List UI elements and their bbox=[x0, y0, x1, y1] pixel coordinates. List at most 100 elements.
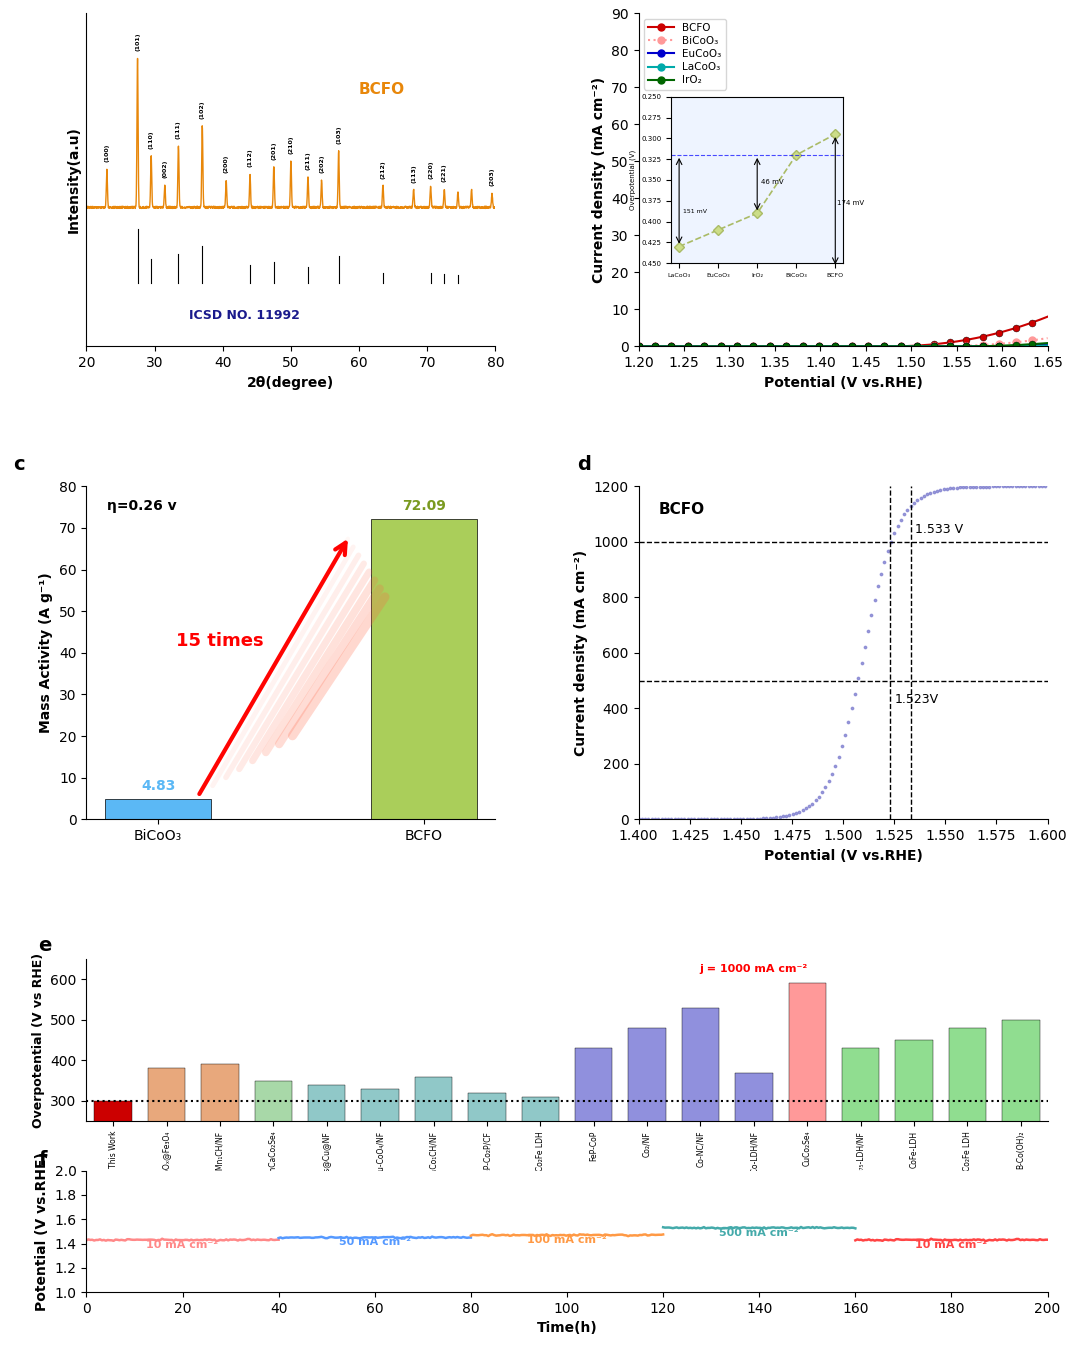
Point bbox=[994, 475, 1011, 497]
Text: (100): (100) bbox=[105, 144, 109, 162]
Point bbox=[882, 530, 900, 552]
Point bbox=[721, 809, 739, 830]
Bar bbox=[788, 984, 826, 1222]
Text: 4.83: 4.83 bbox=[140, 779, 175, 793]
Point bbox=[997, 475, 1014, 497]
Point bbox=[889, 516, 906, 537]
Bar bbox=[94, 1101, 132, 1222]
Point bbox=[1017, 475, 1035, 497]
Point bbox=[699, 809, 716, 830]
Point bbox=[1037, 475, 1054, 497]
Point bbox=[653, 809, 671, 830]
Point bbox=[810, 786, 827, 808]
Bar bbox=[255, 1081, 292, 1222]
Point bbox=[748, 808, 766, 829]
Text: (102): (102) bbox=[200, 100, 205, 118]
Point bbox=[873, 563, 890, 584]
Point bbox=[876, 551, 893, 572]
Point bbox=[731, 809, 748, 830]
Point bbox=[932, 479, 949, 501]
Bar bbox=[735, 1073, 772, 1222]
Point bbox=[915, 485, 932, 506]
Point bbox=[666, 809, 684, 830]
Point bbox=[712, 809, 729, 830]
Point bbox=[670, 809, 687, 830]
Text: e: e bbox=[39, 935, 52, 956]
FancyArrowPatch shape bbox=[279, 588, 380, 744]
Point bbox=[843, 697, 861, 719]
Point bbox=[765, 806, 782, 828]
Y-axis label: Intensity(a.u): Intensity(a.u) bbox=[67, 127, 81, 233]
Point bbox=[702, 809, 719, 830]
Point bbox=[761, 808, 779, 829]
Point bbox=[643, 809, 660, 830]
Y-axis label: Current density (mA cm⁻²): Current density (mA cm⁻²) bbox=[592, 77, 606, 283]
Point bbox=[981, 475, 998, 497]
Point bbox=[926, 481, 943, 502]
Point bbox=[752, 808, 769, 829]
Point bbox=[781, 805, 798, 826]
Point bbox=[951, 476, 969, 498]
Text: (221): (221) bbox=[442, 164, 447, 183]
Point bbox=[948, 476, 966, 498]
Point bbox=[692, 809, 710, 830]
Point bbox=[869, 576, 887, 598]
Text: (212): (212) bbox=[380, 160, 386, 179]
FancyArrowPatch shape bbox=[200, 542, 346, 794]
Bar bbox=[575, 1049, 612, 1222]
Point bbox=[847, 682, 864, 704]
Point bbox=[958, 476, 975, 498]
Point bbox=[768, 806, 785, 828]
Point bbox=[921, 482, 939, 503]
Text: (203): (203) bbox=[489, 168, 495, 186]
Point bbox=[728, 809, 745, 830]
Point bbox=[905, 491, 922, 513]
FancyArrowPatch shape bbox=[226, 556, 359, 778]
Y-axis label: Mass Activity (A g⁻¹): Mass Activity (A g⁻¹) bbox=[40, 572, 54, 734]
Bar bbox=[681, 1008, 719, 1222]
Point bbox=[820, 770, 837, 791]
Point bbox=[715, 809, 732, 830]
X-axis label: Potential (V vs.RHE): Potential (V vs.RHE) bbox=[764, 376, 922, 390]
Bar bbox=[105, 800, 212, 820]
Point bbox=[807, 790, 824, 812]
Text: (113): (113) bbox=[411, 164, 416, 183]
Bar bbox=[370, 520, 477, 820]
Point bbox=[745, 808, 762, 829]
Point bbox=[833, 736, 850, 758]
Point bbox=[633, 809, 650, 830]
X-axis label: 2θ(degree): 2θ(degree) bbox=[247, 376, 335, 390]
Bar bbox=[201, 1065, 239, 1222]
FancyArrowPatch shape bbox=[240, 564, 364, 769]
Text: 50 mA cm⁻²: 50 mA cm⁻² bbox=[339, 1237, 410, 1248]
Point bbox=[657, 809, 674, 830]
Bar bbox=[469, 1093, 505, 1222]
Point bbox=[961, 476, 978, 498]
Text: BCFO: BCFO bbox=[359, 82, 405, 97]
FancyArrowPatch shape bbox=[266, 580, 375, 752]
Point bbox=[1021, 475, 1038, 497]
Point bbox=[971, 476, 988, 498]
Point bbox=[892, 509, 909, 530]
Text: j = 1000 mA cm⁻²: j = 1000 mA cm⁻² bbox=[699, 964, 807, 975]
Point bbox=[778, 805, 795, 826]
Text: (112): (112) bbox=[247, 148, 253, 167]
Text: (110): (110) bbox=[149, 131, 153, 148]
Point bbox=[929, 481, 946, 502]
Text: 10 mA cm⁻²: 10 mA cm⁻² bbox=[147, 1240, 218, 1250]
Point bbox=[837, 724, 854, 746]
Point bbox=[689, 809, 706, 830]
Point bbox=[826, 755, 843, 777]
Text: ICSD NO. 11992: ICSD NO. 11992 bbox=[189, 310, 299, 323]
Point bbox=[886, 522, 903, 544]
Bar bbox=[148, 1069, 185, 1222]
Point bbox=[850, 668, 867, 689]
Point bbox=[791, 801, 808, 822]
Point bbox=[784, 804, 801, 825]
Bar bbox=[308, 1085, 346, 1222]
Point bbox=[708, 809, 726, 830]
Point bbox=[918, 483, 935, 505]
Point bbox=[738, 808, 755, 829]
Point bbox=[984, 475, 1001, 497]
Point bbox=[860, 621, 877, 642]
